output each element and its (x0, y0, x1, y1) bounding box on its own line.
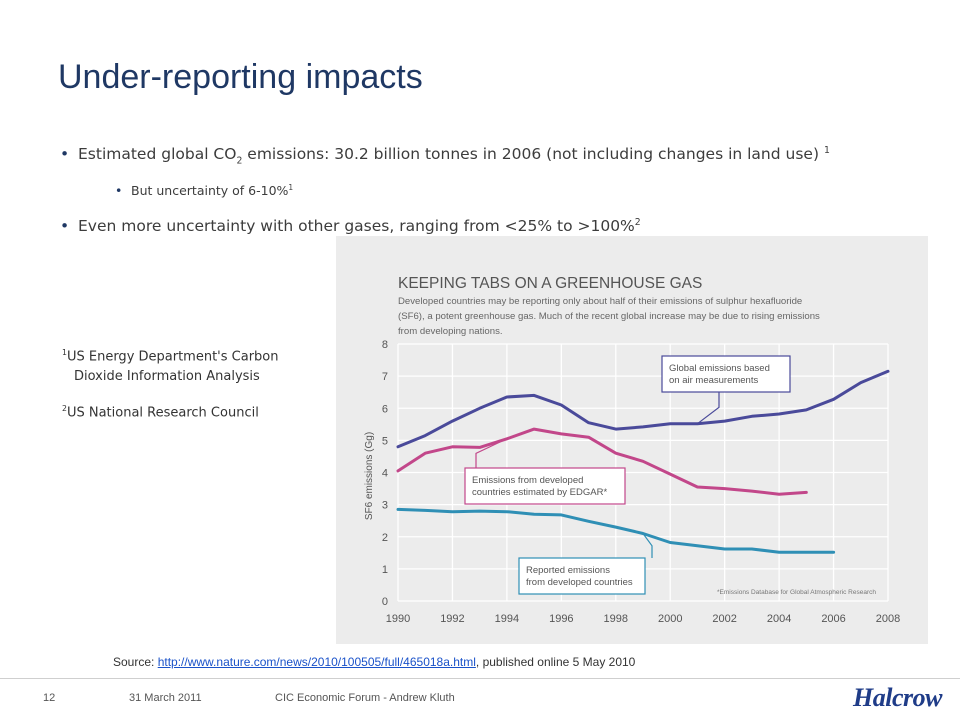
annotation-text: countries estimated by EDGAR* (472, 487, 607, 498)
x-tick-label: 2002 (712, 613, 736, 625)
x-tick-label: 1992 (440, 613, 464, 625)
y-tick-label: 7 (382, 371, 388, 383)
bullet-co2-sub: 2 (236, 155, 243, 167)
bullet-uncertainty-text: But uncertainty of 6-10% (131, 183, 289, 199)
bullet-dot: • (60, 217, 70, 236)
chart-subtitle-line-1: Developed countries may be reporting onl… (398, 296, 802, 307)
chart-title: KEEPING TABS ON A GREENHOUSE GAS (398, 275, 702, 292)
bullet-other-gases-text: Even more uncertainty with other gases, … (78, 217, 635, 236)
x-tick-label: 1998 (604, 613, 628, 625)
bullet-dot: • (60, 145, 70, 164)
x-tick-label: 1996 (549, 613, 573, 625)
references: 1US Energy Department's Carbon Dioxide I… (62, 343, 279, 424)
bullet-uncertainty-sup: 1 (288, 183, 294, 192)
chart-subtitle-line-2: (SF6), a potent greenhouse gas. Much of … (398, 311, 820, 322)
annotation-text: on air measurements (669, 375, 758, 386)
series-line-2 (396, 427, 808, 496)
y-tick-label: 8 (382, 339, 388, 351)
annotation-leader (475, 438, 508, 468)
x-tick-label: 1994 (495, 613, 519, 625)
x-tick-label: 2000 (658, 613, 682, 625)
annotation-text: Reported emissions (526, 565, 610, 576)
x-tick-labels: 1990 1992 1994 1996 1998 2000 2002 2004 2006 2008 (386, 613, 900, 625)
annotation-text: from developed countries (526, 577, 633, 588)
footer-divider (0, 678, 960, 679)
bullet-uncertainty: • But uncertainty of 6-10%1 (115, 183, 293, 198)
annotation-box (661, 355, 791, 393)
annotation-box (464, 467, 626, 505)
reference-1-sup: 1 (62, 348, 67, 357)
bullet-co2: • Estimated global CO2 emissions: 30.2 bi… (60, 145, 830, 166)
annotation-text: Global emissions based (669, 363, 770, 374)
y-tick-label: 4 (382, 468, 388, 480)
chart-panel: KEEPING TABS ON A GREENHOUSE GAS Develop… (336, 236, 928, 644)
footer-page-number: 12 (43, 692, 56, 704)
reference-1: 1US Energy Department's Carbon (62, 343, 279, 367)
y-tick-label: 0 (382, 596, 388, 608)
source-link[interactable]: http://www.nature.com/news/2010/100505/f… (157, 655, 476, 669)
footer-event: CIC Economic Forum - Andrew Kluth (275, 692, 455, 704)
bullet-co2-text-a: Estimated global CO (78, 145, 237, 164)
source-citation: Source: http://www.nature.com/news/2010/… (113, 655, 635, 669)
y-tick-label: 1 (382, 564, 388, 576)
annotation-leader (697, 391, 720, 425)
x-tick-label: 2006 (821, 613, 845, 625)
reference-1-line-b: Dioxide Information Analysis (74, 369, 260, 385)
reference-2: 2US National Research Council (62, 399, 279, 423)
source-suffix: , published online 5 May 2010 (475, 655, 636, 669)
reference-1-line-a: US Energy Department's Carbon (66, 349, 279, 365)
footer-date: 31 March 2011 (129, 692, 202, 704)
x-tick-label: 1990 (386, 613, 410, 625)
reference-2-sup: 2 (62, 404, 67, 414)
y-tick-label: 5 (382, 435, 388, 447)
y-tick-label: 3 (382, 500, 388, 512)
series-line-3 (396, 507, 836, 554)
source-prefix: Source: (113, 655, 158, 669)
annotation-text: Emissions from developed (472, 475, 583, 486)
series-line-1 (396, 369, 890, 449)
y-tick-label: 2 (382, 532, 388, 544)
x-tick-label: 2004 (767, 613, 791, 625)
annotation-box (518, 557, 646, 595)
y-tick-labels: 0 1 2 3 4 5 6 7 8 (382, 339, 388, 608)
annotation-leader (642, 533, 653, 558)
halcrow-logo: Halcrow (853, 683, 942, 712)
bullet-other-gases: • Even more uncertainty with other gases,… (60, 217, 641, 235)
bullet-other-gases-sup: 2 (634, 217, 641, 228)
x-tick-label: 2008 (876, 613, 900, 625)
chart-series (396, 369, 890, 554)
y-axis-label: SF6 emissions (Gg) (364, 432, 375, 520)
y-tick-label: 6 (382, 403, 388, 415)
sf6-emissions-chart: KEEPING TABS ON A GREENHOUSE GAS Develop… (364, 275, 900, 625)
bullet-co2-sup: 1 (823, 145, 830, 156)
chart-subtitle-line-3: from developing nations. (398, 326, 503, 337)
chart-footnote: *Emissions Database for Global Atmospher… (717, 589, 876, 596)
bullet-co2-text-b: emissions: 30.2 billion tonnes in 2006 (… (242, 145, 820, 164)
reference-2-text: US National Research Council (66, 405, 259, 421)
bullet-dot: • (115, 183, 123, 199)
slide-title: Under-reporting impacts (58, 58, 423, 96)
